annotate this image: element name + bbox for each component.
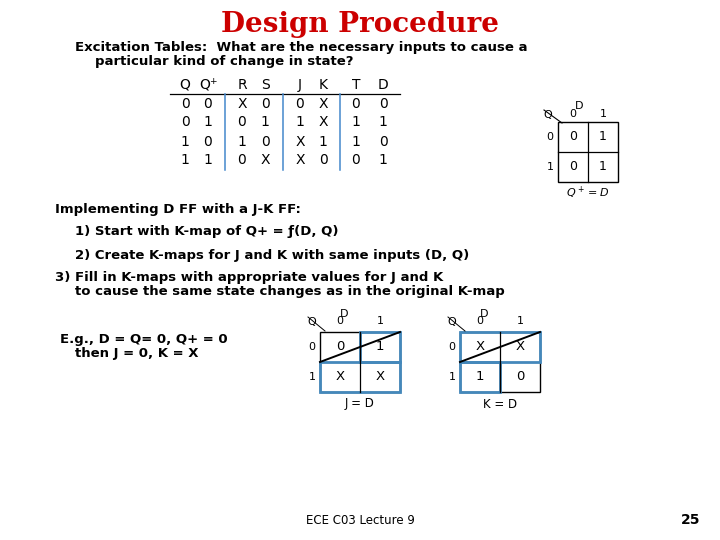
- Bar: [460, 332, 540, 362]
- Text: 0: 0: [319, 153, 328, 167]
- Text: 1: 1: [261, 116, 269, 130]
- Text: 1: 1: [238, 134, 246, 149]
- Text: 0: 0: [336, 341, 344, 354]
- Text: 1: 1: [546, 162, 554, 172]
- Text: 1: 1: [376, 341, 384, 354]
- Text: X: X: [475, 341, 485, 354]
- Text: then J = 0, K = X: then J = 0, K = X: [75, 348, 199, 361]
- Text: 0: 0: [204, 134, 212, 149]
- Text: ECE C03 Lecture 9: ECE C03 Lecture 9: [305, 514, 415, 526]
- Text: 1: 1: [351, 134, 361, 149]
- Text: X: X: [295, 134, 305, 149]
- Text: 0: 0: [546, 132, 554, 142]
- Text: T: T: [352, 78, 360, 92]
- Text: 0: 0: [261, 134, 269, 149]
- Text: 1: 1: [599, 131, 607, 144]
- Text: 0: 0: [569, 131, 577, 144]
- Text: J = D: J = D: [345, 397, 375, 410]
- Text: Q: Q: [544, 110, 552, 120]
- Text: +: +: [210, 77, 217, 85]
- Text: E.g., D = Q= 0, Q+ = 0: E.g., D = Q= 0, Q+ = 0: [60, 334, 228, 347]
- Text: 1: 1: [600, 109, 606, 119]
- Text: 0: 0: [261, 97, 269, 111]
- Text: 1: 1: [318, 134, 328, 149]
- Text: 0: 0: [379, 134, 387, 149]
- Text: R: R: [237, 78, 247, 92]
- Text: 0: 0: [181, 116, 189, 130]
- Text: 1: 1: [296, 116, 305, 130]
- Text: 1: 1: [379, 116, 387, 130]
- Text: 1: 1: [377, 316, 384, 326]
- Text: Excitation Tables:  What are the necessary inputs to cause a: Excitation Tables: What are the necessar…: [75, 40, 528, 53]
- Bar: [320, 332, 400, 392]
- Text: 3) Fill in K-maps with appropriate values for J and K: 3) Fill in K-maps with appropriate value…: [55, 272, 444, 285]
- Text: 0: 0: [238, 153, 246, 167]
- Text: K: K: [318, 78, 328, 92]
- Bar: [558, 122, 618, 182]
- Text: X: X: [238, 97, 247, 111]
- Text: 1: 1: [308, 372, 315, 382]
- Text: 1) Start with K-map of Q+ = ƒ(D, Q): 1) Start with K-map of Q+ = ƒ(D, Q): [75, 226, 338, 239]
- Text: Implementing D FF with a J-K FF:: Implementing D FF with a J-K FF:: [55, 204, 301, 217]
- Text: K = D: K = D: [483, 397, 517, 410]
- Text: 1: 1: [181, 153, 189, 167]
- Text: 1: 1: [204, 153, 212, 167]
- Text: D: D: [480, 309, 488, 319]
- Text: X: X: [336, 370, 345, 383]
- Text: 0: 0: [238, 116, 246, 130]
- Text: Q: Q: [307, 317, 316, 327]
- Text: 2) Create K-maps for J and K with same inputs (D, Q): 2) Create K-maps for J and K with same i…: [75, 248, 469, 261]
- Bar: [460, 362, 500, 392]
- Text: $Q^+ = D$: $Q^+ = D$: [567, 185, 610, 201]
- Text: 0: 0: [516, 370, 524, 383]
- Text: Design Procedure: Design Procedure: [221, 10, 499, 37]
- Text: D: D: [377, 78, 388, 92]
- Text: to cause the same state changes as in the original K-map: to cause the same state changes as in th…: [75, 285, 505, 298]
- Text: X: X: [318, 116, 328, 130]
- Text: 0: 0: [477, 316, 484, 326]
- Text: X: X: [516, 341, 525, 354]
- Text: 1: 1: [204, 116, 212, 130]
- Text: 1: 1: [351, 116, 361, 130]
- Text: S: S: [261, 78, 269, 92]
- Text: 1: 1: [516, 316, 523, 326]
- Text: 25: 25: [680, 513, 700, 527]
- Text: 0: 0: [204, 97, 212, 111]
- Text: 0: 0: [570, 109, 577, 119]
- Text: 1: 1: [449, 372, 456, 382]
- Text: D: D: [575, 101, 583, 111]
- Text: J: J: [298, 78, 302, 92]
- Bar: [320, 362, 400, 392]
- Text: particular kind of change in state?: particular kind of change in state?: [95, 55, 354, 68]
- Bar: [460, 332, 540, 392]
- Text: D: D: [340, 309, 348, 319]
- Text: Q: Q: [179, 78, 190, 92]
- Text: 0: 0: [181, 97, 189, 111]
- Text: 1: 1: [181, 134, 189, 149]
- Bar: [360, 332, 400, 362]
- Text: X: X: [260, 153, 270, 167]
- Text: Q: Q: [448, 317, 456, 327]
- Text: X: X: [318, 97, 328, 111]
- Text: 1: 1: [476, 370, 485, 383]
- Text: 0: 0: [296, 97, 305, 111]
- Text: X: X: [295, 153, 305, 167]
- Text: 0: 0: [449, 342, 456, 352]
- Text: 0: 0: [336, 316, 343, 326]
- Text: X: X: [375, 370, 384, 383]
- Text: 0: 0: [379, 97, 387, 111]
- Text: 0: 0: [569, 160, 577, 173]
- Text: 0: 0: [308, 342, 315, 352]
- Text: 0: 0: [351, 153, 361, 167]
- Text: 1: 1: [599, 160, 607, 173]
- Text: 1: 1: [379, 153, 387, 167]
- Text: 0: 0: [351, 97, 361, 111]
- Text: Q: Q: [199, 78, 210, 92]
